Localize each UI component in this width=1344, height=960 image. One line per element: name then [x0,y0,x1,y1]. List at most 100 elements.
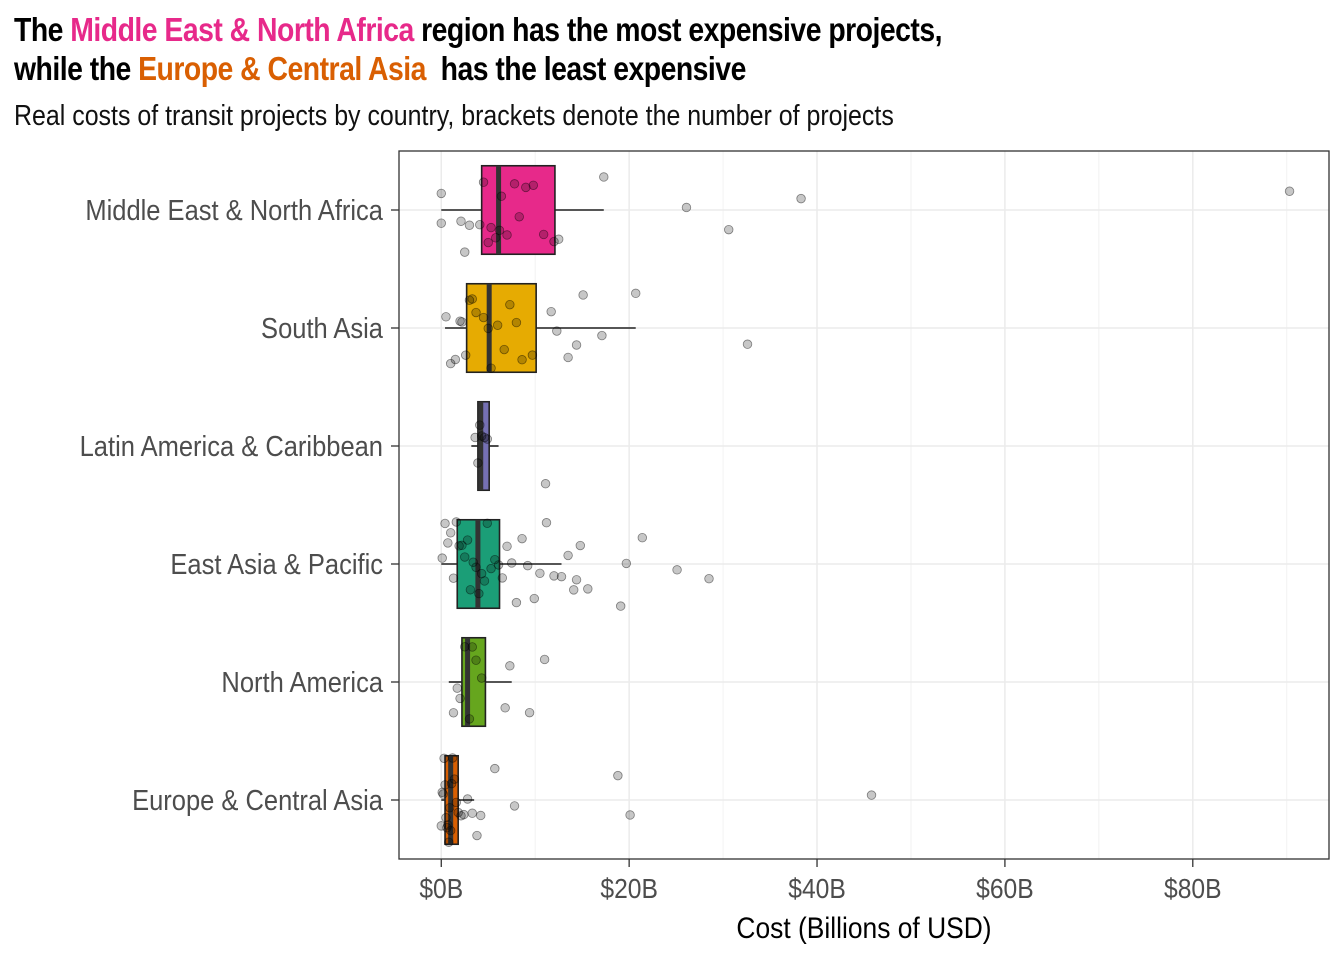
data-point [445,528,456,538]
data-point [457,540,467,551]
data-point [460,552,470,562]
data-point [517,355,527,365]
data-point [625,810,635,820]
data-point [529,593,539,604]
box-2 [465,282,537,374]
data-point [496,191,507,201]
data-point [455,316,465,326]
data-point [681,202,692,213]
data-point [443,538,453,548]
data-point [464,714,475,724]
data-point [448,573,459,583]
data-point [493,560,504,570]
data-point [583,584,593,594]
x-axis: $0B $20B $40B $60B $80B [419,859,1222,905]
title-highlight-mena: Middle East & North Africa [70,11,414,48]
data-point [502,230,512,240]
data-point [436,188,446,199]
data-point [460,247,470,257]
data-point [471,562,481,572]
data-point [442,823,452,833]
grid-lines [399,151,1329,859]
data-point [522,560,533,571]
data-point [549,236,559,247]
data-point [563,550,573,561]
data-point [796,193,806,204]
data-point [524,707,535,718]
data-point [511,597,522,608]
data-point [437,553,447,563]
data-point [571,575,582,585]
title-text-1: The [14,11,71,48]
data-point [440,780,450,790]
data-point [492,320,503,330]
title-line-1: The Middle East & North Africa region ha… [14,10,942,49]
data-point [486,222,496,233]
data-point [491,233,501,243]
data-point [467,642,477,652]
data-point [459,809,469,820]
y-tick-label: Middle East & North Africa [85,193,383,226]
data-point [475,420,485,430]
data-point [446,778,457,789]
box-1 [480,164,556,256]
data-point [505,299,515,310]
x-tick-label: $0B [419,873,463,905]
data-point [436,218,446,228]
data-point [452,683,462,693]
data-point [483,237,493,248]
data-point [597,330,607,341]
data-point [447,753,458,763]
y-tick-label: East Asia & Pacific [170,547,383,580]
data-point [672,565,682,575]
x-tick-label: $60B [976,873,1034,905]
title-text-3: while the [14,50,139,87]
data-point [437,787,447,797]
data-point [535,568,545,579]
data-point [439,753,449,763]
data-point [464,295,475,305]
data-point [494,225,505,236]
data-point [486,563,496,574]
y-tick-label: South Asia [261,311,384,344]
data-point [521,182,531,193]
data-point [613,770,623,781]
data-point [483,323,493,334]
data-point [445,358,456,369]
data-point [470,432,480,443]
title-text-4: has the least expensive [425,50,747,87]
y-tick-label: North America [221,665,383,698]
title-text-2: region has the most expensive projects, [413,11,942,48]
chart-title: The Middle East & North Africa region ha… [14,10,942,88]
data-point [451,797,462,808]
data-point [449,774,460,784]
data-point [472,830,482,841]
data-point [553,234,564,244]
data-point [451,517,462,527]
data-point [450,354,461,365]
data-point [438,789,448,799]
data-point [441,312,451,322]
data-point [478,312,489,323]
data-point [456,216,466,226]
data-point [468,557,478,567]
x-tick-label: $40B [788,873,846,905]
data-point [448,708,459,718]
x-tick-label: $80B [1164,873,1222,905]
data-point [460,350,471,360]
data-point [490,763,500,774]
data-point [569,585,579,595]
data-point [475,220,485,230]
data-point [742,339,753,349]
data-point [497,573,508,583]
box-3 [477,400,490,492]
x-axis-title: Cost (Billions of USD) [736,910,991,944]
data-point [471,655,481,665]
data-point [455,693,465,704]
data-point [552,326,562,336]
data-point [486,363,496,373]
data-point [462,535,473,545]
data-point [505,661,515,671]
data-point [527,350,538,360]
data-point [541,518,552,528]
